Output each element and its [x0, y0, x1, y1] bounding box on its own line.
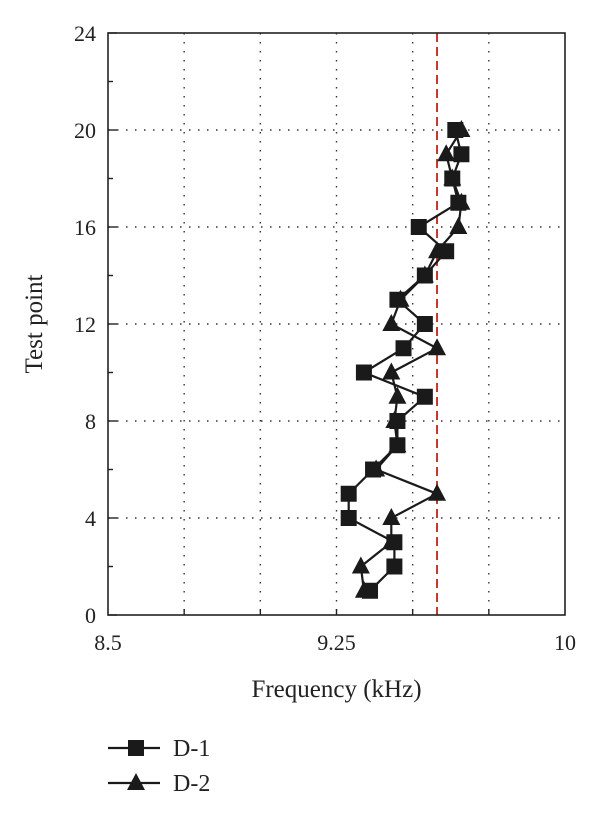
y-tick-label: 0 — [85, 603, 96, 628]
y-tick-label: 8 — [85, 409, 96, 434]
data-point-d-1 — [386, 558, 403, 575]
data-point-d-2 — [382, 314, 401, 331]
data-point-d-2 — [382, 362, 401, 380]
y-tick-label: 16 — [74, 215, 96, 240]
data-point-d-1 — [362, 582, 379, 599]
data-point-d-1 — [365, 461, 382, 478]
legend-label-d-2: D-2 — [173, 771, 210, 797]
y-tick-label: 20 — [74, 118, 96, 143]
y-tick-label: 24 — [74, 21, 96, 46]
legend-label-d-1: D-1 — [173, 736, 210, 762]
data-point-d-1 — [410, 219, 427, 235]
data-point-d-1 — [386, 534, 403, 551]
grid — [108, 33, 565, 615]
data-point-d-1 — [447, 122, 464, 138]
data-point-d-1 — [340, 510, 357, 526]
data-point-d-1 — [395, 340, 412, 357]
data-point-d-1 — [389, 291, 406, 308]
data-point-d-1 — [438, 243, 455, 260]
legend-marker-d-1 — [128, 740, 144, 756]
data-point-d-2 — [382, 508, 401, 525]
data-point-d-1 — [416, 267, 433, 284]
x-axis-title: Frequency (kHz) — [251, 676, 421, 703]
series-layer — [340, 120, 471, 599]
data-point-d-1 — [416, 388, 433, 405]
y-tick-label: 12 — [74, 312, 96, 337]
data-point-d-1 — [355, 364, 372, 381]
data-point-d-2 — [428, 483, 447, 501]
data-point-d-1 — [389, 413, 406, 429]
x-tick-label: 10 — [554, 630, 576, 655]
data-point-d-1 — [340, 485, 357, 502]
axis-ticks: 0 4 8 12 16 20 24 8.5 9.25 10 — [74, 21, 576, 655]
data-point-d-2 — [351, 556, 370, 574]
data-point-d-2 — [449, 217, 468, 234]
series-line-d-1 — [347, 129, 463, 592]
legend-marker-d-2 — [127, 773, 145, 790]
data-point-d-2 — [388, 386, 407, 404]
legend: D-1D-2 — [108, 736, 210, 797]
x-tick-label: 9.25 — [317, 630, 356, 655]
y-tick-label: 4 — [85, 506, 96, 531]
data-point-d-2 — [437, 144, 456, 162]
series-line-d-2 — [359, 129, 463, 591]
data-point-d-1 — [450, 194, 467, 211]
series-d-1 — [340, 122, 470, 599]
series-d-2 — [351, 120, 471, 598]
y-axis-title: Test point — [21, 274, 48, 373]
data-point-d-2 — [428, 338, 447, 356]
data-point-d-1 — [453, 146, 470, 163]
data-point-d-1 — [416, 316, 433, 332]
x-tick-label: 8.5 — [94, 630, 122, 655]
data-point-d-1 — [444, 170, 461, 187]
data-point-d-1 — [389, 437, 406, 454]
